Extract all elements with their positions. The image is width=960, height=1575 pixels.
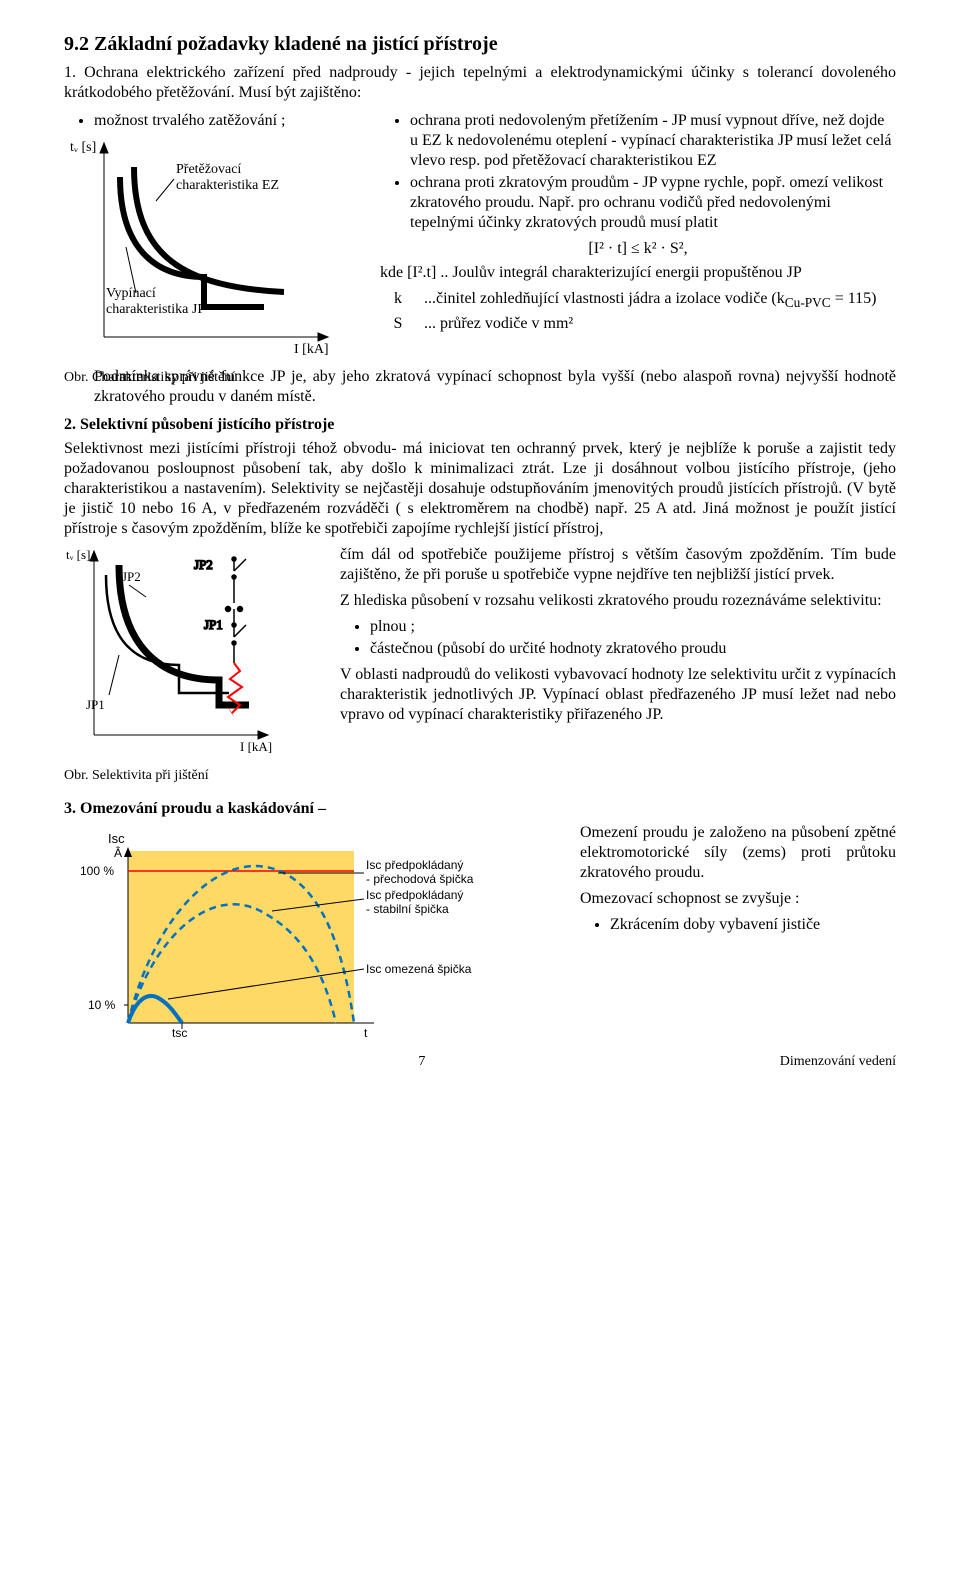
- item1-right: ochrana proti nedovoleným přetížením - J…: [380, 109, 896, 336]
- item1-eq-where: kde [I².t] .. Joulův integrál charakteri…: [380, 263, 896, 283]
- footer-right: Dimenzování vedení: [780, 1053, 896, 1071]
- s-symbol: S: [380, 314, 416, 334]
- item1-bullets-right: ochrana proti nedovoleným přetížením - J…: [410, 111, 896, 233]
- fig2: tᵥ [s] I [kA] JP2 JP1 JP2: [64, 545, 304, 785]
- item2-rb2: částečnou (působí do určité hodnoty zkra…: [370, 639, 896, 659]
- fig1: tᵥ [s] I [kA] Přetěžovací charakteristik…: [64, 137, 344, 367]
- item1-kdef: k ...činitel zohledňující vlastnosti jád…: [380, 289, 896, 312]
- svg-text:- stabilní špička: - stabilní špička: [366, 902, 449, 916]
- item2-rb1: plnou ;: [370, 617, 896, 637]
- item2-r3: V oblasti nadproudů do velikosti vybavov…: [340, 665, 896, 725]
- fig2-caption: Obr. Selektivita při jištění: [64, 767, 304, 785]
- svg-text:10 %: 10 %: [88, 998, 116, 1012]
- svg-text:Isc: Isc: [108, 831, 125, 846]
- svg-text:Â: Â: [114, 845, 122, 860]
- item1-b2: ochrana proti nedovoleným přetížením - J…: [410, 111, 896, 171]
- item1-equation: [I² · t] ≤ k² · S²,: [380, 239, 896, 259]
- item2-r2: Z hlediska působení v rozsahu velikosti …: [340, 591, 896, 611]
- item2-p1: Selektivnost mezi jistícími přístroji té…: [64, 439, 896, 539]
- fig1-lab-pret2: charakteristika EZ: [176, 178, 279, 193]
- fig1-yaxis: tᵥ [s]: [70, 140, 96, 155]
- svg-text:JP1: JP1: [86, 697, 105, 712]
- item3-b1: Zkrácením doby vybavení jističe: [610, 915, 896, 935]
- item1-row: možnost trvalého zatěžování ;: [64, 109, 896, 367]
- item2-r1: čím dál od spotřebiče použijeme přístroj…: [340, 545, 896, 585]
- fig1-caption: Obr. Charakteristiky při jištění: [64, 369, 344, 387]
- svg-text:JP1: JP1: [204, 617, 223, 632]
- item1-b1: možnost trvalého zatěžování ;: [94, 111, 364, 131]
- item2-right: čím dál od spotřebiče použijeme přístroj…: [340, 545, 896, 731]
- item3-right: Omezení proudu je založeno na působení z…: [580, 823, 896, 941]
- footer: 7 Dimenzování vedení: [64, 1053, 896, 1071]
- item1-bullets-top: možnost trvalého zatěžování ;: [94, 111, 364, 131]
- svg-text:tᵥ [s]: tᵥ [s]: [66, 547, 90, 562]
- svg-text:100 %: 100 %: [80, 864, 114, 878]
- k-symbol: k: [380, 289, 416, 309]
- item3-p1: Omezení proudu je založeno na působení z…: [580, 823, 896, 883]
- page: 9.2 Základní požadavky kladené na jistíc…: [0, 0, 960, 1111]
- svg-text:JP2: JP2: [194, 557, 213, 572]
- fig3-col: Isc Â 100 % 10 % tsc t Isc předpokládaný…: [64, 823, 564, 1043]
- section-heading: 9.2 Základní požadavky kladené na jistíc…: [64, 32, 896, 57]
- svg-text:t: t: [364, 1026, 368, 1040]
- fig1-lab-vyp1: Vypínací: [106, 286, 156, 301]
- footer-page: 7: [418, 1053, 425, 1071]
- k-def-text: ...činitel zohledňující vlastnosti jádra…: [424, 289, 876, 312]
- section-title: Základní požadavky kladené na jistící př…: [94, 33, 498, 55]
- eq-text: [I² · t] ≤ k² · S²,: [588, 239, 687, 259]
- item3-bullets: Zkrácením doby vybavení jističe: [610, 915, 896, 935]
- fig1-col: možnost trvalého zatěžování ;: [64, 109, 364, 367]
- svg-text:Isc předpokládaný: Isc předpokládaný: [366, 888, 463, 902]
- fig1-xaxis: I [kA]: [294, 342, 329, 357]
- item3-heading: 3. Omezování proudu a kaskádování –: [64, 799, 896, 819]
- svg-text:Isc předpokládaný: Isc předpokládaný: [366, 858, 463, 872]
- item2-row: tᵥ [s] I [kA] JP2 JP1 JP2: [64, 545, 896, 785]
- item1-intro: 1. Ochrana elektrického zařízení před na…: [64, 63, 896, 103]
- s-def-text: ... průřez vodiče v mm²: [424, 314, 573, 334]
- svg-text:JP2: JP2: [122, 569, 141, 584]
- svg-text:Isc omezená špička: Isc omezená špička: [366, 962, 472, 976]
- fig1-lab-vyp2: charakteristika JP: [106, 302, 205, 317]
- svg-text:- přechodová špička: - přechodová špička: [366, 872, 474, 886]
- fig3: Isc Â 100 % 10 % tsc t Isc předpokládaný…: [64, 823, 564, 1043]
- section-number: 9.2: [64, 33, 89, 55]
- item2-heading: 2. Selektivní působení jistícího přístro…: [64, 415, 896, 435]
- item3-p2: Omezovací schopnost se zvyšuje :: [580, 889, 896, 909]
- fig1-lab-pret1: Přetěžovací: [176, 162, 241, 177]
- item1-sdef: S ... průřez vodiče v mm²: [380, 314, 896, 334]
- svg-text:I [kA]: I [kA]: [240, 739, 272, 754]
- item3-row: Isc Â 100 % 10 % tsc t Isc předpokládaný…: [64, 823, 896, 1043]
- fig2-col: tᵥ [s] I [kA] JP2 JP1 JP2: [64, 545, 324, 785]
- item1-b3: ochrana proti zkratovým proudům - JP vyp…: [410, 173, 896, 233]
- item2-bullets: plnou ; částečnou (působí do určité hodn…: [370, 617, 896, 659]
- svg-text:tsc: tsc: [172, 1026, 187, 1040]
